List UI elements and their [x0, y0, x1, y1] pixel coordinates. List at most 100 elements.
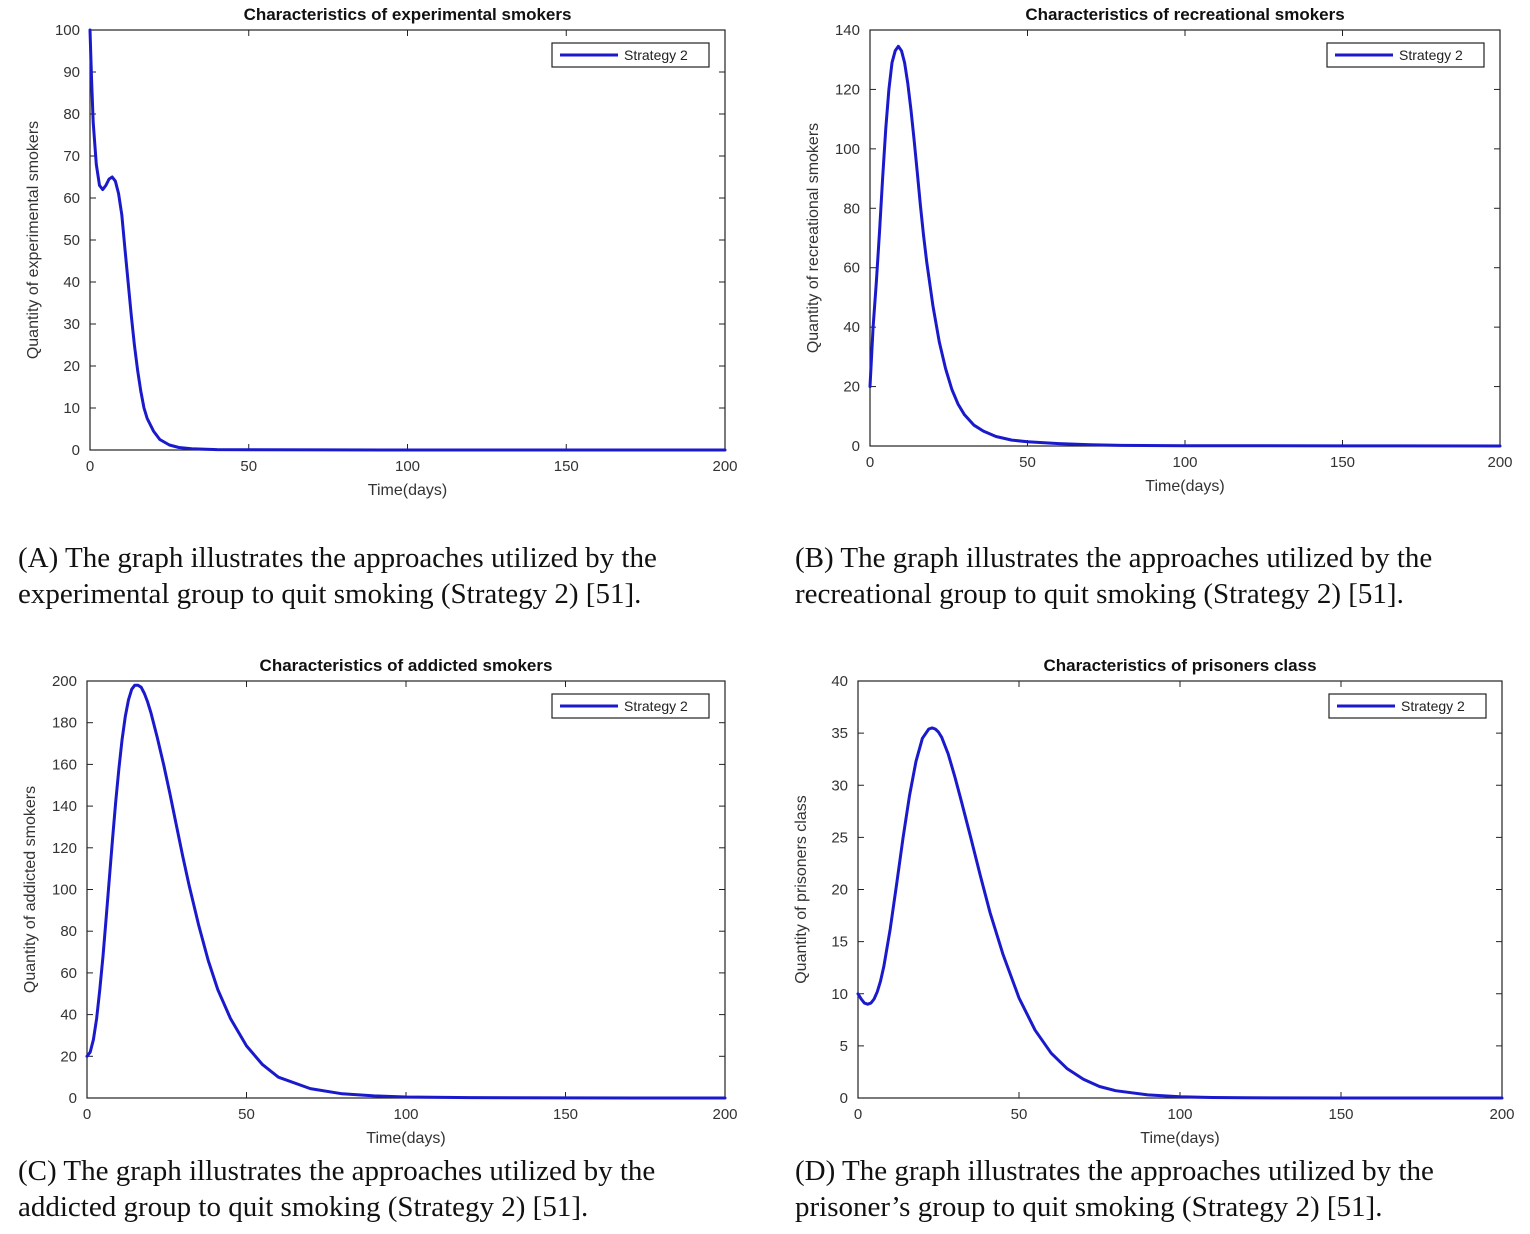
plot-frame-d — [857, 680, 1503, 1099]
y-tick-label-c: 160 — [52, 756, 77, 773]
y-tick-label-d: 20 — [831, 882, 848, 899]
x-tick-label-c: 100 — [393, 1106, 418, 1123]
plot-frame-a — [89, 29, 726, 451]
x-axis-label-b: Time(days) — [1145, 478, 1224, 495]
chart-title-b: Characteristics of recreational smokers — [1025, 5, 1344, 24]
y-tick-label-b: 140 — [835, 22, 860, 39]
x-tick-label-d: 50 — [1011, 1106, 1028, 1123]
x-axis-label-d: Time(days) — [1140, 1130, 1219, 1147]
x-tick-label-a: 150 — [554, 458, 579, 475]
y-tick-label-a: 90 — [63, 64, 80, 81]
y-tick-label-b: 20 — [843, 379, 860, 396]
y-tick-label-d: 25 — [831, 829, 848, 846]
y-tick-label-a: 70 — [63, 148, 80, 165]
y-tick-label-c: 140 — [52, 798, 77, 815]
y-tick-label-b: 0 — [852, 438, 860, 455]
y-tick-label-a: 40 — [63, 274, 80, 291]
y-tick-label-c: 100 — [52, 882, 77, 899]
caption-d-line-1: (D) The graph illustrates the approaches… — [795, 1155, 1434, 1187]
chart-title-c: Characteristics of addicted smokers — [260, 656, 553, 675]
chart-title-a: Characteristics of experimental smokers — [244, 5, 572, 24]
caption-c-line-2: addicted group to quit smoking (Strategy… — [18, 1191, 589, 1223]
plot-frame-c — [86, 680, 726, 1099]
y-tick-label-a: 50 — [63, 232, 80, 249]
x-tick-label-b: 100 — [1172, 454, 1197, 471]
x-tick-label-d: 100 — [1167, 1106, 1192, 1123]
x-axis-label-a: Time(days) — [368, 482, 447, 499]
x-tick-label-b: 50 — [1019, 454, 1036, 471]
x-tick-label-d: 200 — [1489, 1106, 1514, 1123]
y-tick-label-a: 30 — [63, 316, 80, 333]
x-tick-label-a: 0 — [86, 458, 94, 475]
x-tick-label-b: 150 — [1330, 454, 1355, 471]
chart-title-d: Characteristics of prisoners class — [1043, 656, 1316, 675]
y-tick-label-b: 100 — [835, 141, 860, 158]
y-tick-label-d: 40 — [831, 673, 848, 690]
y-tick-label-b: 80 — [843, 200, 860, 217]
legend-c: Strategy 2 — [551, 693, 710, 719]
y-axis-label-a: Quantity of experimental smokers — [25, 121, 42, 359]
series-line-b — [868, 44, 1502, 448]
chart-a: Characteristics of experimental smokers 0… — [25, 5, 738, 499]
caption-d-line-2: prisoner’s group to quit smoking (Strate… — [795, 1191, 1383, 1223]
caption-b-line-2: recreational group to quit smoking (Stra… — [795, 578, 1404, 610]
x-tick-label-a: 200 — [712, 458, 737, 475]
y-tick-label-d: 15 — [831, 934, 848, 951]
series-line-c — [85, 683, 727, 1100]
caption-c-line-1: (C) The graph illustrates the approaches… — [18, 1155, 656, 1187]
x-tick-label-d: 150 — [1328, 1106, 1353, 1123]
y-tick-label-a: 0 — [72, 442, 80, 459]
y-tick-label-a: 10 — [63, 400, 80, 417]
legend-b: Strategy 2 — [1326, 42, 1485, 68]
y-axis-label-b: Quantity of recreational smokers — [805, 123, 822, 353]
x-tick-label-c: 50 — [238, 1106, 255, 1123]
y-tick-label-c: 120 — [52, 840, 77, 857]
y-tick-label-b: 120 — [835, 81, 860, 98]
y-tick-label-c: 60 — [60, 965, 77, 982]
y-tick-label-a: 20 — [63, 358, 80, 375]
x-tick-label-b: 200 — [1487, 454, 1512, 471]
series-line-d — [856, 726, 1504, 1100]
plot-frame-b — [869, 29, 1501, 447]
y-tick-label-c: 20 — [60, 1048, 77, 1065]
chart-c: Characteristics of addicted smokers 0 50 10… — [22, 656, 738, 1147]
y-tick-label-c: 180 — [52, 715, 77, 732]
y-tick-label-d: 30 — [831, 777, 848, 794]
legend-d: Strategy 2 — [1328, 693, 1487, 719]
x-tick-label-a: 100 — [395, 458, 420, 475]
y-axis-label-d: Quantity of prisoners class — [793, 795, 810, 984]
y-tick-label-d: 5 — [840, 1038, 848, 1055]
chart-d: Characteristics of prisoners class 0 50 100… — [793, 656, 1515, 1147]
y-tick-label-b: 40 — [843, 319, 860, 336]
y-tick-label-b: 60 — [843, 260, 860, 277]
legend-label-c: Strategy 2 — [624, 698, 688, 714]
caption-c: (C) The graph illustrates the approaches… — [18, 1153, 655, 1225]
caption-b-line-1: (B) The graph illustrates the approaches… — [795, 542, 1433, 574]
legend-label-b: Strategy 2 — [1399, 47, 1463, 63]
series-line-a — [88, 28, 727, 452]
y-tick-label-a: 100 — [55, 22, 80, 39]
caption-a-line-1: (A) The graph illustrates the approaches… — [18, 542, 657, 574]
y-tick-label-d: 35 — [831, 725, 848, 742]
x-tick-label-c: 200 — [712, 1106, 737, 1123]
caption-a-line-2: experimental group to quit smoking (Stra… — [18, 578, 642, 610]
y-axis-label-c: Quantity of addicted smokers — [22, 786, 39, 993]
y-tick-label-c: 0 — [69, 1090, 77, 1107]
y-tick-label-a: 60 — [63, 190, 80, 207]
caption-b: (B) The graph illustrates the approaches… — [795, 540, 1432, 612]
y-tick-label-d: 10 — [831, 986, 848, 1003]
x-tick-label-c: 0 — [83, 1106, 91, 1123]
x-tick-label-d: 0 — [854, 1106, 862, 1123]
y-tick-label-c: 200 — [52, 673, 77, 690]
x-tick-label-c: 150 — [553, 1106, 578, 1123]
chart-b: Characteristics of recreational smokers 0… — [805, 5, 1513, 495]
x-tick-label-a: 50 — [240, 458, 257, 475]
legend-a: Strategy 2 — [551, 42, 710, 68]
caption-a: (A) The graph illustrates the approaches… — [18, 540, 657, 612]
legend-label-d: Strategy 2 — [1401, 698, 1465, 714]
caption-d: (D) The graph illustrates the approaches… — [795, 1153, 1434, 1225]
y-tick-label-c: 40 — [60, 1007, 77, 1024]
x-axis-label-c: Time(days) — [366, 1130, 445, 1147]
x-tick-label-b: 0 — [866, 454, 874, 471]
